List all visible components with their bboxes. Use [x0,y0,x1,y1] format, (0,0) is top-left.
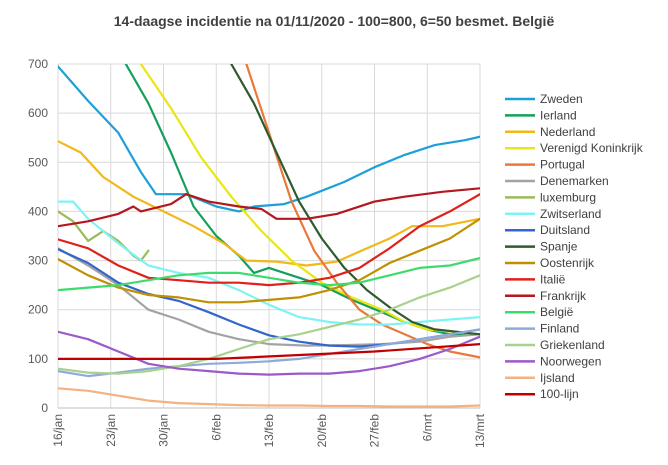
y-tick-label: 700 [28,57,48,71]
series-line-belgie [58,257,480,292]
y-tick-label: 600 [28,106,48,120]
chart-title: 14-daagse incidentie na 01/11/2020 - 100… [114,13,555,29]
legend-label-belgie: België [540,305,574,319]
series-line-100-lijn [58,343,480,360]
y-tick-label: 500 [28,155,48,169]
legend-label-zwitserland: Zwitserland [540,207,601,221]
legend-label-finland: Finland [540,322,579,336]
x-tick-label: 30/jan [157,414,171,447]
y-tick-label: 300 [28,254,48,268]
x-tick-label: 23/jan [104,414,118,447]
series-line-finland [58,328,480,378]
axes: 0 100 200 300 400 500 600 700 16/jan 23/jan 30/jan… [28,57,487,448]
legend-label-verenigd-koninkrijk: Verenigd Koninkrijk [540,141,644,155]
legend-label-ierland: Ierland [540,108,577,122]
legend-label-griekenland: Griekenland [540,338,605,352]
legend-label-noorwegen: Noorwegen [540,354,601,368]
y-tick-label: 100 [28,352,48,366]
legend-label-nederland: Nederland [540,125,595,139]
series-line-noorwegen [58,330,480,376]
series-line-zweden [58,65,480,213]
legend-label-100-lijn: 100-lijn [540,387,579,401]
legend-label-oostenrijk: Oostenrijk [540,256,595,270]
x-tick-label: 6/feb [209,414,223,441]
series-line-ijsland [58,387,480,408]
x-tick-label: 13/mrt [473,413,487,448]
legend-label-denemarken: Denemarken [540,174,609,188]
legend-label-italie: Italië [540,272,566,286]
series-line-oostenrijk [58,217,480,304]
x-tick-label: 20/feb [315,414,329,448]
series-line-frankrijk [58,187,480,228]
x-tick-label: 16/jan [51,414,65,447]
x-tick-label: 27/feb [368,414,382,448]
y-tick-label: 0 [41,401,48,415]
grid [57,63,481,409]
legend-label-luxemburg: luxemburg [540,190,596,204]
series-line-griekenland [58,274,480,375]
series-line-nederland [58,140,480,267]
series-line-portugal [245,64,480,359]
legend-label-zweden: Zweden [540,92,583,106]
y-tick-label: 400 [28,204,48,218]
series-line-italie [58,193,480,287]
series-line-zwitserland [58,200,480,326]
series-lines [58,64,480,408]
x-tick-label: 13/feb [262,414,276,448]
series-line-luxemburg [58,210,150,262]
legend-label-duitsland: Duitsland [540,223,590,237]
y-tick-label: 200 [28,303,48,317]
legend-label-ijsland: Ijsland [540,371,575,385]
legend-label-frankrijk: Frankrijk [540,289,587,303]
legend-label-spanje: Spanje [540,240,578,254]
legend: Zweden Ierland Nederland Verenigd Koninkrij… [505,92,644,401]
series-line-spanje [230,64,480,336]
legend-label-portugal: Portugal [540,158,585,172]
x-tick-label: 6/mrt [420,413,434,441]
